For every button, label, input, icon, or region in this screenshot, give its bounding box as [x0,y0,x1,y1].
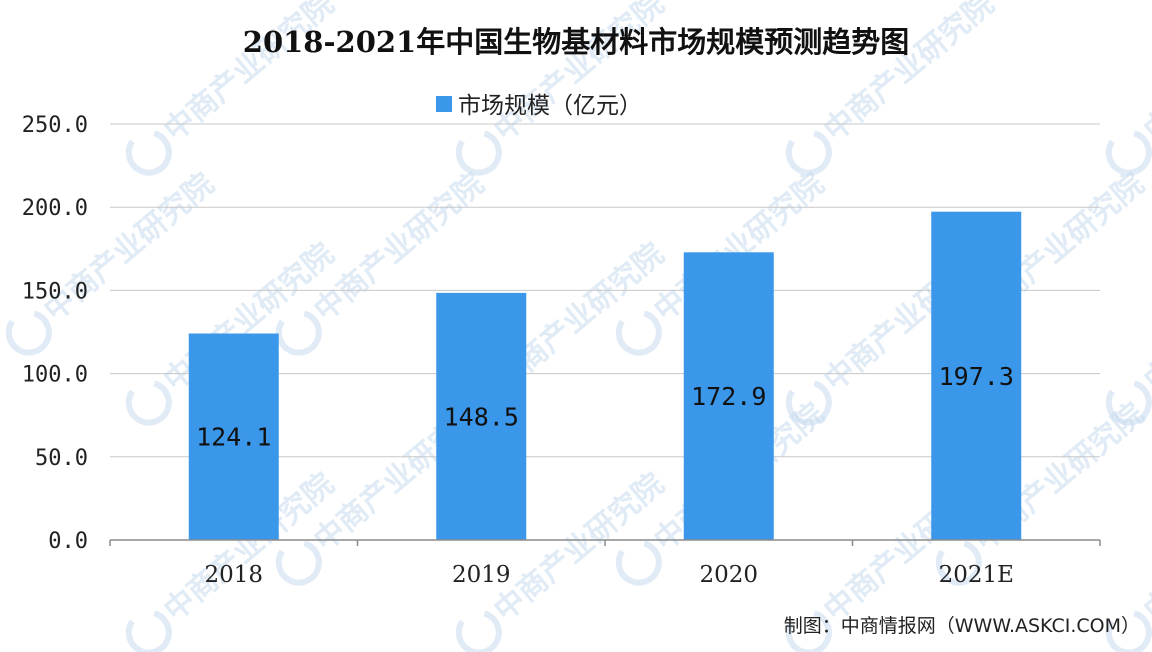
watermark-text: 中商产业研究院 [487,0,670,148]
watermark-logo [5,310,52,356]
watermark-logo [455,610,502,652]
bars [188,211,1022,540]
watermark-logo [1105,610,1152,652]
source-note: 制图：中商情报网（WWW.ASKCI.COM） [784,615,1140,637]
watermark-logo [275,540,322,586]
watermark-logo [785,610,832,652]
y-tick-label: 250.0 [22,113,88,138]
watermark-logo [455,130,502,176]
watermark-logo [125,130,172,176]
y-tick-label: 0.0 [48,529,88,554]
x-tick-label: 2020 [699,562,758,588]
watermark-text: 中商产业研究院 [1137,467,1152,629]
watermark: 中商产业研究院 [5,167,221,356]
data-label: 148.5 [444,402,519,431]
data-label: 197.3 [939,362,1014,391]
data-label: 124.1 [196,423,271,452]
x-axis-ticks: 2018 2019 2020 2021E [109,540,1101,588]
y-axis-ticks: 0.0 50.0 100.0 150.0 200.0 250.0 [22,113,88,554]
watermark-logo [125,380,172,426]
watermark-logo [615,310,662,356]
watermark-logo [935,540,982,586]
x-tick-label: 2021E [939,562,1014,588]
legend-label: 市场规模（亿元） [458,93,642,119]
data-label: 172.9 [691,382,766,411]
bar [436,292,527,540]
y-tick-label: 150.0 [22,279,88,304]
watermark-text: 中商产业研究院 [817,0,1000,148]
y-tick-label: 50.0 [35,446,88,471]
watermark-text: 中商产业研究院 [1137,0,1152,148]
chart-title: 2018-2021年中国生物基材料市场规模预测趋势图 [243,25,909,59]
watermark-logo [615,540,662,586]
x-tick-label: 2018 [204,562,263,588]
bar [188,333,279,540]
watermark-logo [1105,130,1152,176]
bar [683,252,774,540]
watermark: 中商产业研究院 [1105,0,1152,176]
watermark-logo [125,610,172,652]
watermark-text: 中商产业研究院 [1137,237,1152,399]
x-tick-label: 2019 [452,562,511,588]
watermark-text: 中商产业研究院 [157,0,340,148]
bar [931,211,1022,540]
watermark-logo [275,310,322,356]
legend: 市场规模（亿元） [436,93,642,119]
y-tick-label: 100.0 [22,363,88,388]
legend-swatch [436,96,452,112]
data-labels: 124.1 148.5 172.9 197.3 [196,362,1014,452]
watermark-logo [785,130,832,176]
watermark-logo [1105,380,1152,426]
y-tick-label: 200.0 [22,196,88,221]
watermark-logo [785,380,832,426]
